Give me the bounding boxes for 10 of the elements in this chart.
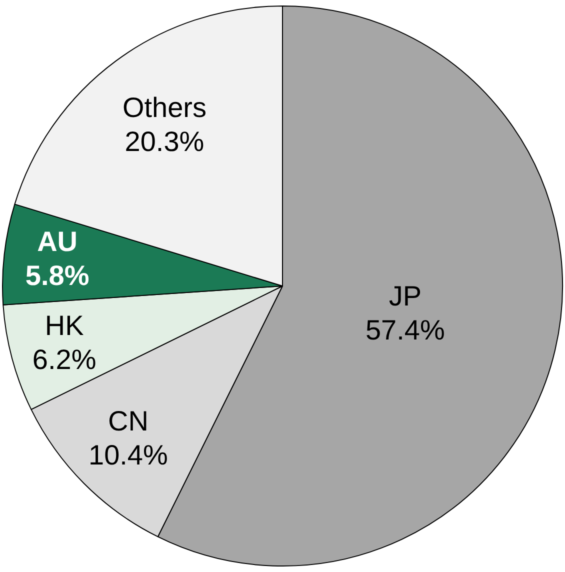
- slice-label: HK: [44, 310, 84, 342]
- data-label: 10.4%: [88, 439, 168, 470]
- slice-label: Others: [122, 92, 206, 124]
- data-label: 5.8%: [25, 260, 90, 291]
- slice-label: JP: [388, 280, 422, 312]
- slice-label: AU: [37, 226, 78, 257]
- data-label: 6.2%: [32, 344, 96, 376]
- data-label: 20.3%: [124, 126, 204, 158]
- data-label: 57.4%: [365, 314, 445, 346]
- slice-label: CN: [108, 405, 148, 436]
